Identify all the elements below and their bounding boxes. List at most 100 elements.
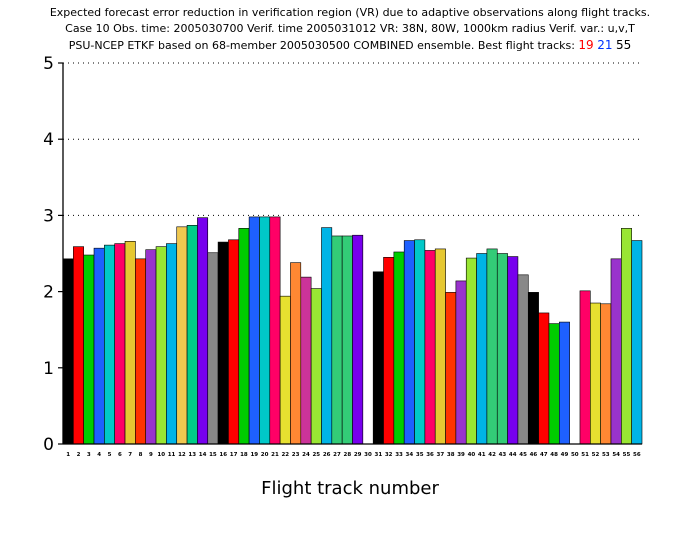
x-tick-label-37: 37 bbox=[437, 452, 445, 458]
bar-38 bbox=[445, 292, 457, 445]
bar-36 bbox=[424, 250, 436, 445]
bar-4 bbox=[93, 247, 105, 445]
x-tick-label-38: 38 bbox=[447, 452, 455, 458]
bar-39 bbox=[455, 280, 467, 445]
bar-32 bbox=[383, 257, 395, 445]
x-tick-label-40: 40 bbox=[468, 452, 476, 458]
bar-9 bbox=[145, 249, 157, 445]
title-line-1: Expected forecast error reduction in ver… bbox=[49, 6, 651, 19]
x-tick-label-43: 43 bbox=[499, 452, 507, 458]
bar-31 bbox=[372, 271, 384, 445]
x-tick-label-52: 52 bbox=[592, 452, 600, 458]
x-tick-label-3: 3 bbox=[87, 452, 91, 458]
x-tick-label-5: 5 bbox=[108, 452, 112, 458]
x-tick-label-45: 45 bbox=[519, 452, 527, 458]
x-tick-label-54: 54 bbox=[612, 452, 620, 458]
x-tick-label-17: 17 bbox=[230, 452, 238, 458]
bar-12 bbox=[176, 226, 188, 445]
bar-33 bbox=[393, 251, 405, 445]
title-line-2: Case 10 Obs. time: 2005030700 Verif. tim… bbox=[65, 22, 635, 35]
x-tick-label-1: 1 bbox=[66, 452, 70, 458]
x-tick-label-46: 46 bbox=[530, 452, 538, 458]
bar-11 bbox=[166, 243, 178, 445]
y-tick-label-0: 0 bbox=[43, 435, 54, 455]
x-tick-label-26: 26 bbox=[323, 452, 331, 458]
x-tick-label-12: 12 bbox=[178, 452, 186, 458]
x-tick-label-42: 42 bbox=[488, 452, 496, 458]
x-tick-label-47: 47 bbox=[540, 452, 548, 458]
bar-7 bbox=[124, 241, 136, 445]
x-tick-label-8: 8 bbox=[139, 452, 143, 458]
y-tick-label-3: 3 bbox=[43, 206, 54, 226]
x-tick-label-18: 18 bbox=[240, 452, 248, 458]
best-track-1: 19 bbox=[578, 38, 594, 52]
bar-37 bbox=[434, 248, 446, 445]
bar-40 bbox=[465, 257, 477, 445]
bar-46 bbox=[527, 292, 539, 445]
chart-title: Expected forecast error reduction in ver… bbox=[0, 5, 700, 54]
x-tick-label-55: 55 bbox=[623, 452, 631, 458]
x-tick-label-32: 32 bbox=[385, 452, 393, 458]
x-tick-label-16: 16 bbox=[219, 452, 227, 458]
x-tick-label-25: 25 bbox=[312, 452, 320, 458]
bar-35 bbox=[414, 239, 426, 445]
y-tick-label-2: 2 bbox=[43, 283, 54, 303]
x-tick-label-19: 19 bbox=[250, 452, 258, 458]
x-tick-label-33: 33 bbox=[395, 452, 403, 458]
x-tick-label-48: 48 bbox=[550, 452, 558, 458]
x-tick-label-22: 22 bbox=[281, 452, 289, 458]
title-line-3: PSU-NCEP ETKF based on 68-member 2005030… bbox=[0, 37, 700, 54]
x-tick-label-9: 9 bbox=[149, 452, 153, 458]
bar-44 bbox=[507, 256, 519, 445]
bar-34 bbox=[403, 240, 415, 445]
x-tick-label-49: 49 bbox=[561, 452, 569, 458]
bar-54 bbox=[610, 258, 622, 445]
x-tick-label-7: 7 bbox=[128, 452, 132, 458]
x-tick-label-6: 6 bbox=[118, 452, 122, 458]
x-tick-label-29: 29 bbox=[354, 452, 362, 458]
bar-24 bbox=[300, 276, 312, 445]
x-tick-label-28: 28 bbox=[344, 452, 352, 458]
x-tick-label-20: 20 bbox=[261, 452, 269, 458]
bar-21 bbox=[269, 216, 281, 445]
bar-3 bbox=[83, 254, 95, 445]
x-tick-label-30: 30 bbox=[364, 452, 372, 458]
x-tick-label-51: 51 bbox=[581, 452, 589, 458]
title-line-3-prefix: PSU-NCEP ETKF based on 68-member 2005030… bbox=[68, 39, 579, 52]
x-tick-label-31: 31 bbox=[375, 452, 383, 458]
bar-6 bbox=[114, 243, 126, 445]
x-tick-label-13: 13 bbox=[188, 452, 196, 458]
bar-26 bbox=[321, 227, 333, 445]
bar-53 bbox=[600, 303, 612, 445]
x-tick-label-10: 10 bbox=[157, 452, 165, 458]
bar-8 bbox=[135, 258, 147, 445]
bar-22 bbox=[279, 295, 291, 445]
x-tick-label-34: 34 bbox=[406, 452, 414, 458]
y-tick-label-1: 1 bbox=[43, 359, 54, 379]
best-track-3: 55 bbox=[615, 38, 632, 52]
bar-29 bbox=[352, 234, 364, 445]
bar-56 bbox=[631, 240, 643, 445]
bar-25 bbox=[310, 288, 322, 445]
bar-13 bbox=[186, 225, 198, 445]
x-tick-label-27: 27 bbox=[333, 452, 341, 458]
bar-19 bbox=[248, 216, 260, 445]
x-axis-label: Flight track number bbox=[261, 478, 439, 499]
x-tick-label-36: 36 bbox=[426, 452, 434, 458]
bar-52 bbox=[589, 302, 601, 445]
bar-28 bbox=[341, 235, 353, 445]
bar-43 bbox=[496, 253, 508, 445]
bar-42 bbox=[486, 248, 498, 445]
best-track-2: 21 bbox=[597, 38, 613, 52]
bar-51 bbox=[579, 290, 591, 445]
x-tick-label-41: 41 bbox=[478, 452, 486, 458]
bar-27 bbox=[331, 235, 343, 445]
bar-55 bbox=[621, 228, 632, 445]
bar-2 bbox=[73, 246, 84, 445]
x-tick-label-21: 21 bbox=[271, 452, 279, 458]
bar-47 bbox=[538, 312, 550, 445]
x-tick-label-44: 44 bbox=[509, 452, 517, 458]
x-tick-label-14: 14 bbox=[199, 452, 207, 458]
y-tick-label-5: 5 bbox=[43, 54, 54, 74]
